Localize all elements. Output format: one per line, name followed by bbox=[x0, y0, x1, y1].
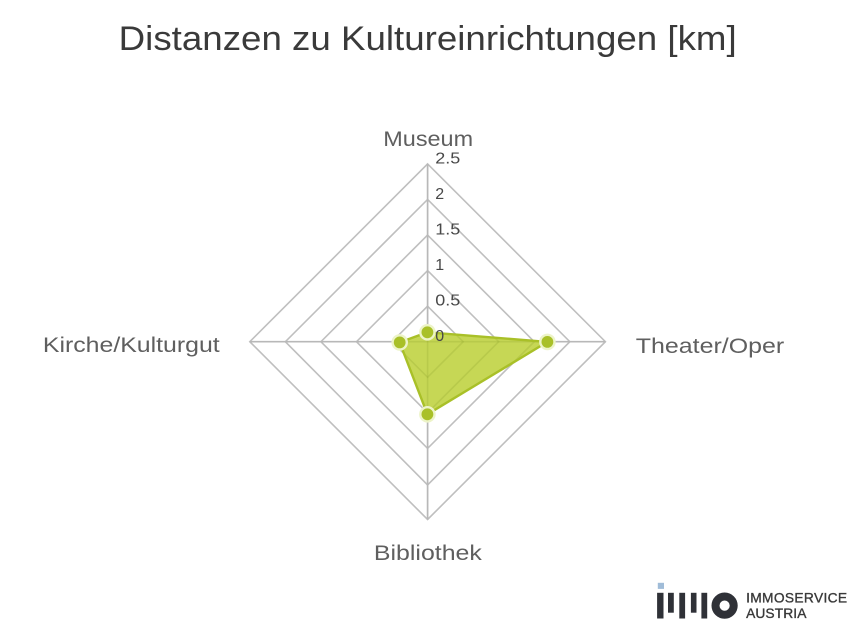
svg-text:IMMOSERVICE: IMMOSERVICE bbox=[746, 591, 847, 606]
svg-text:Bibliothek: Bibliothek bbox=[374, 541, 482, 565]
svg-text:Museum: Museum bbox=[383, 127, 473, 151]
svg-text:Kirche/Kulturgut: Kirche/Kulturgut bbox=[43, 333, 220, 357]
svg-text:2: 2 bbox=[435, 186, 444, 203]
svg-text:0: 0 bbox=[435, 328, 444, 345]
svg-text:0.5: 0.5 bbox=[435, 293, 460, 310]
svg-text:1.5: 1.5 bbox=[435, 221, 460, 238]
svg-text:Distanzen zu Kultureinrichtung: Distanzen zu Kultureinrichtungen [km] bbox=[119, 20, 737, 58]
svg-text:2.5: 2.5 bbox=[435, 150, 460, 167]
svg-text:Theater/Oper: Theater/Oper bbox=[636, 334, 784, 358]
svg-text:1: 1 bbox=[435, 257, 444, 274]
svg-text:AUSTRIA: AUSTRIA bbox=[746, 606, 807, 621]
